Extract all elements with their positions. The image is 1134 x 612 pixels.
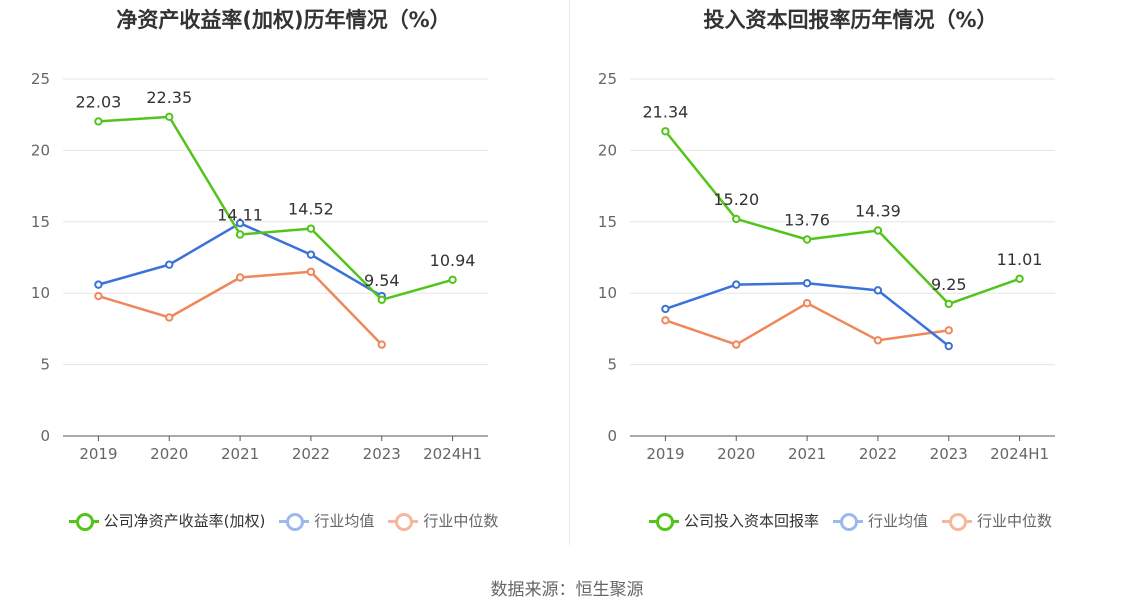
data-label: 9.54 — [364, 271, 400, 290]
x-tick-label: 2024H1 — [423, 445, 482, 463]
data-label: 14.11 — [217, 206, 263, 225]
roic-chart-panel: 投入资本回报率历年情况（%） 0 5 10 15 20 25 2019 2020 2021 202… — [567, 0, 1134, 560]
data-point-industry-median — [732, 340, 741, 349]
legend-item-industry-avg[interactable]: 行业均值 — [279, 510, 374, 531]
legend-marker-company — [68, 512, 99, 531]
legend-item-company-roe[interactable]: 公司净资产收益率(加权) — [68, 510, 266, 531]
data-label: 22.35 — [146, 88, 192, 107]
data-point-industry-median — [94, 291, 103, 301]
data-label: 14.39 — [855, 202, 901, 221]
data-point-industry-median — [661, 316, 670, 325]
y-tick-label: 20 — [31, 141, 50, 159]
legend-label-industry-avg: 行业均值 — [314, 512, 375, 530]
data-label: 10.94 — [430, 251, 476, 270]
legend-marker-avg — [832, 512, 863, 531]
y-tick-label: 15 — [31, 213, 50, 231]
x-tick-label: 2019 — [79, 445, 117, 463]
series-line-company — [664, 130, 1021, 306]
data-point-industry-avg — [306, 250, 316, 259]
data-point-company — [306, 224, 316, 233]
data-point-industry-avg — [661, 304, 670, 314]
data-point-industry-avg — [944, 341, 953, 351]
data-point-industry-avg — [165, 260, 174, 269]
x-tick-label: 2024H1 — [990, 445, 1049, 463]
panel-divider — [569, 0, 570, 545]
y-tick-label: 25 — [598, 70, 617, 88]
y-tick-label: 10 — [598, 284, 617, 302]
data-point-industry-median — [235, 273, 245, 282]
legend-marker-median — [942, 512, 972, 531]
data-label: 11.01 — [997, 250, 1043, 269]
roic-legend: 公司投入资本回报率 行业均值 行业中位数 — [567, 510, 1134, 531]
data-point-company — [1015, 274, 1024, 283]
data-point-industry-avg — [235, 219, 245, 228]
data-point-company — [802, 235, 812, 244]
y-tick-label: 15 — [598, 213, 617, 231]
data-label: 15.20 — [713, 190, 759, 209]
data-label: 14.52 — [288, 200, 334, 219]
legend-label-company-roe: 公司净资产收益率(加权) — [103, 512, 266, 530]
series-line-industry-median — [98, 270, 383, 346]
x-tick-label: 2023 — [363, 445, 401, 463]
legend-item-industry-median[interactable]: 行业中位数 — [942, 510, 1052, 531]
x-tick-label: 2020 — [717, 445, 755, 463]
data-point-company — [448, 275, 457, 284]
y-tick-label: 5 — [607, 356, 617, 374]
data-point-industry-median — [165, 313, 174, 322]
data-point-industry-avg — [732, 280, 741, 289]
y-tick-label: 10 — [31, 284, 50, 302]
data-point-industry-median — [873, 336, 883, 345]
data-source-note: 数据来源：恒生聚源 — [490, 580, 644, 600]
legend-label-industry-avg: 行业均值 — [867, 512, 928, 530]
y-tick-label: 5 — [40, 356, 50, 374]
data-point-company — [235, 230, 245, 239]
data-label: 13.76 — [784, 211, 830, 230]
data-label: 9.25 — [931, 275, 967, 294]
data-label: 21.34 — [643, 102, 689, 121]
data-point-company — [94, 117, 103, 126]
data-point-industry-median — [306, 267, 316, 276]
x-tick-label: 2022 — [859, 445, 897, 463]
legend-label-industry-median: 行业中位数 — [977, 512, 1053, 530]
y-tick-label: 20 — [598, 141, 617, 159]
data-point-company — [873, 226, 883, 235]
data-point-company — [377, 295, 386, 304]
data-point-company — [732, 214, 741, 224]
data-point-company — [944, 299, 953, 309]
legend-label-company-roic: 公司投入资本回报率 — [683, 512, 819, 530]
data-point-company — [165, 112, 174, 122]
x-tick-label: 2021 — [788, 445, 826, 463]
data-point-industry-median — [377, 340, 386, 349]
roe-chart-panel: 净资产收益率(加权)历年情况（%） 0 5 10 15 20 25 2019 2020 2021… — [0, 0, 567, 560]
data-point-company — [661, 127, 670, 136]
roe-chart-title: 净资产收益率(加权)历年情况（%） — [116, 8, 451, 32]
data-point-industry-median — [802, 298, 812, 308]
data-label: 22.03 — [76, 92, 122, 111]
roic-line-chart: 0 5 10 15 20 25 2019 2020 2021 2022 2023 2024H1 21.3… — [598, 70, 1055, 463]
x-tick-label: 2019 — [646, 445, 684, 463]
legend-marker-company — [648, 512, 679, 531]
legend-item-company-roic[interactable]: 公司投入资本回报率 — [648, 510, 819, 531]
data-point-industry-avg — [873, 286, 883, 295]
series-line-company — [98, 115, 453, 302]
x-tick-label: 2022 — [292, 445, 330, 463]
legend-item-industry-median[interactable]: 行业中位数 — [388, 510, 498, 531]
x-tick-label: 2023 — [930, 445, 968, 463]
roe-legend: 公司净资产收益率(加权) 行业均值 行业中位数 — [0, 510, 567, 531]
x-tick-label: 2020 — [150, 445, 188, 463]
legend-marker-median — [388, 512, 419, 531]
roe-line-chart: 0 5 10 15 20 25 2019 2020 2021 2022 2023 2024H1 22.0… — [31, 70, 488, 463]
data-point-industry-avg — [802, 279, 812, 288]
y-tick-label: 25 — [31, 70, 50, 88]
y-tick-label: 0 — [607, 427, 617, 445]
legend-marker-avg — [279, 512, 310, 531]
y-tick-label: 0 — [40, 427, 50, 445]
data-point-industry-median — [944, 326, 953, 335]
data-point-industry-avg — [94, 280, 103, 289]
legend-item-industry-avg[interactable]: 行业均值 — [832, 510, 928, 531]
series-line-industry-median — [665, 301, 949, 346]
x-tick-label: 2021 — [221, 445, 259, 463]
roic-chart-title: 投入资本回报率历年情况（%） — [703, 8, 998, 32]
legend-label-industry-median: 行业中位数 — [423, 512, 499, 530]
